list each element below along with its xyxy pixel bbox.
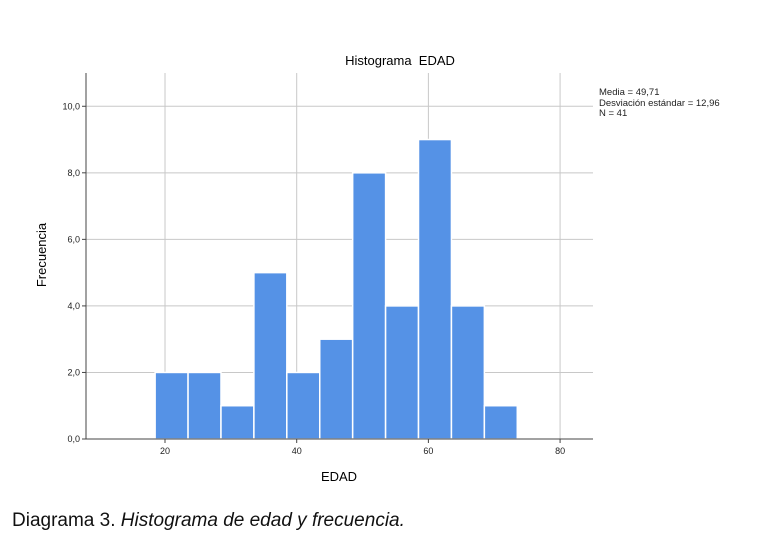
x-axis-label: EDAD: [321, 469, 357, 484]
n-stat: N = 41: [599, 108, 628, 119]
figure-caption: Diagrama 3. Histograma de edad y frecuen…: [12, 510, 405, 532]
y-tick-label: 6,0: [67, 234, 80, 244]
x-tick-label: 80: [555, 446, 565, 456]
histogram-bar: [154, 371, 189, 440]
histogram-bar: [351, 172, 387, 440]
y-tick-label: 2,0: [67, 367, 80, 377]
x-tick-label: 20: [160, 446, 170, 456]
y-tick-label: 4,0: [67, 301, 80, 311]
y-tick-label: 0,0: [67, 434, 80, 444]
histogram-bar: [384, 305, 420, 440]
y-tick-labels: 0,0 2,0 4,0 6,0 8,0 10,0: [62, 101, 80, 444]
chart-title: Histograma EDAD: [345, 53, 455, 68]
histogram-bar: [187, 371, 222, 440]
x-tick-labels: 20 40 60 80: [160, 446, 565, 456]
mean-stat: Media = 49,71: [599, 87, 660, 98]
histogram-chart: Histograma EDAD 0,0 2,0 4,0 6,0 8,0 10,0 20 40…: [34, 53, 593, 484]
statistics-box: Media = 49,71 Desviación estándar = 12,9…: [599, 87, 720, 120]
histogram-bar: [220, 404, 255, 440]
caption-prefix: Diagrama 3.: [12, 510, 121, 531]
x-tick-label: 60: [423, 446, 433, 456]
histogram-bar: [417, 138, 453, 440]
histogram-bar: [318, 338, 354, 440]
histogram-bar: [286, 371, 321, 440]
y-axis-label: Frecuencia: [34, 222, 49, 287]
y-tick-label: 8,0: [67, 168, 80, 178]
x-tick-label: 40: [292, 446, 302, 456]
histogram-bar: [253, 271, 288, 440]
histogram-bar: [483, 404, 519, 440]
std-stat: Desviación estándar = 12,96: [599, 97, 720, 109]
axes: [82, 73, 593, 443]
grid-lines: [86, 73, 593, 439]
histogram-bars: [154, 138, 519, 440]
y-tick-label: 10,0: [62, 101, 80, 111]
histogram-bar: [450, 305, 486, 440]
caption-text: Histograma de edad y frecuencia.: [120, 510, 405, 531]
